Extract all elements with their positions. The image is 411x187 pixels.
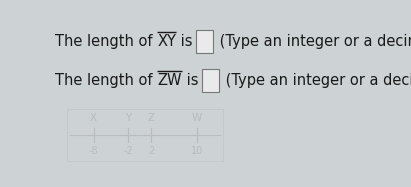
Bar (196, 30, 213, 53)
Text: The length of: The length of (55, 34, 157, 49)
Text: Y: Y (125, 113, 131, 123)
Text: ZW: ZW (157, 73, 182, 88)
Text: XY: XY (157, 34, 176, 49)
Text: (Type an integer or a decimal.): (Type an integer or a decimal.) (215, 34, 411, 49)
Bar (67, 109, 224, 161)
Bar (201, 68, 219, 92)
Text: 2: 2 (148, 146, 154, 156)
Text: (Type an integer or a decimal.): (Type an integer or a decimal.) (221, 73, 411, 88)
Text: W: W (192, 113, 202, 123)
Text: is: is (182, 73, 199, 88)
Text: is: is (176, 34, 193, 49)
Text: 10: 10 (191, 146, 203, 156)
Text: -8: -8 (89, 146, 98, 156)
Text: -2: -2 (123, 146, 133, 156)
Text: X: X (90, 113, 97, 123)
Text: Z: Z (148, 113, 155, 123)
Text: The length of: The length of (55, 73, 157, 88)
